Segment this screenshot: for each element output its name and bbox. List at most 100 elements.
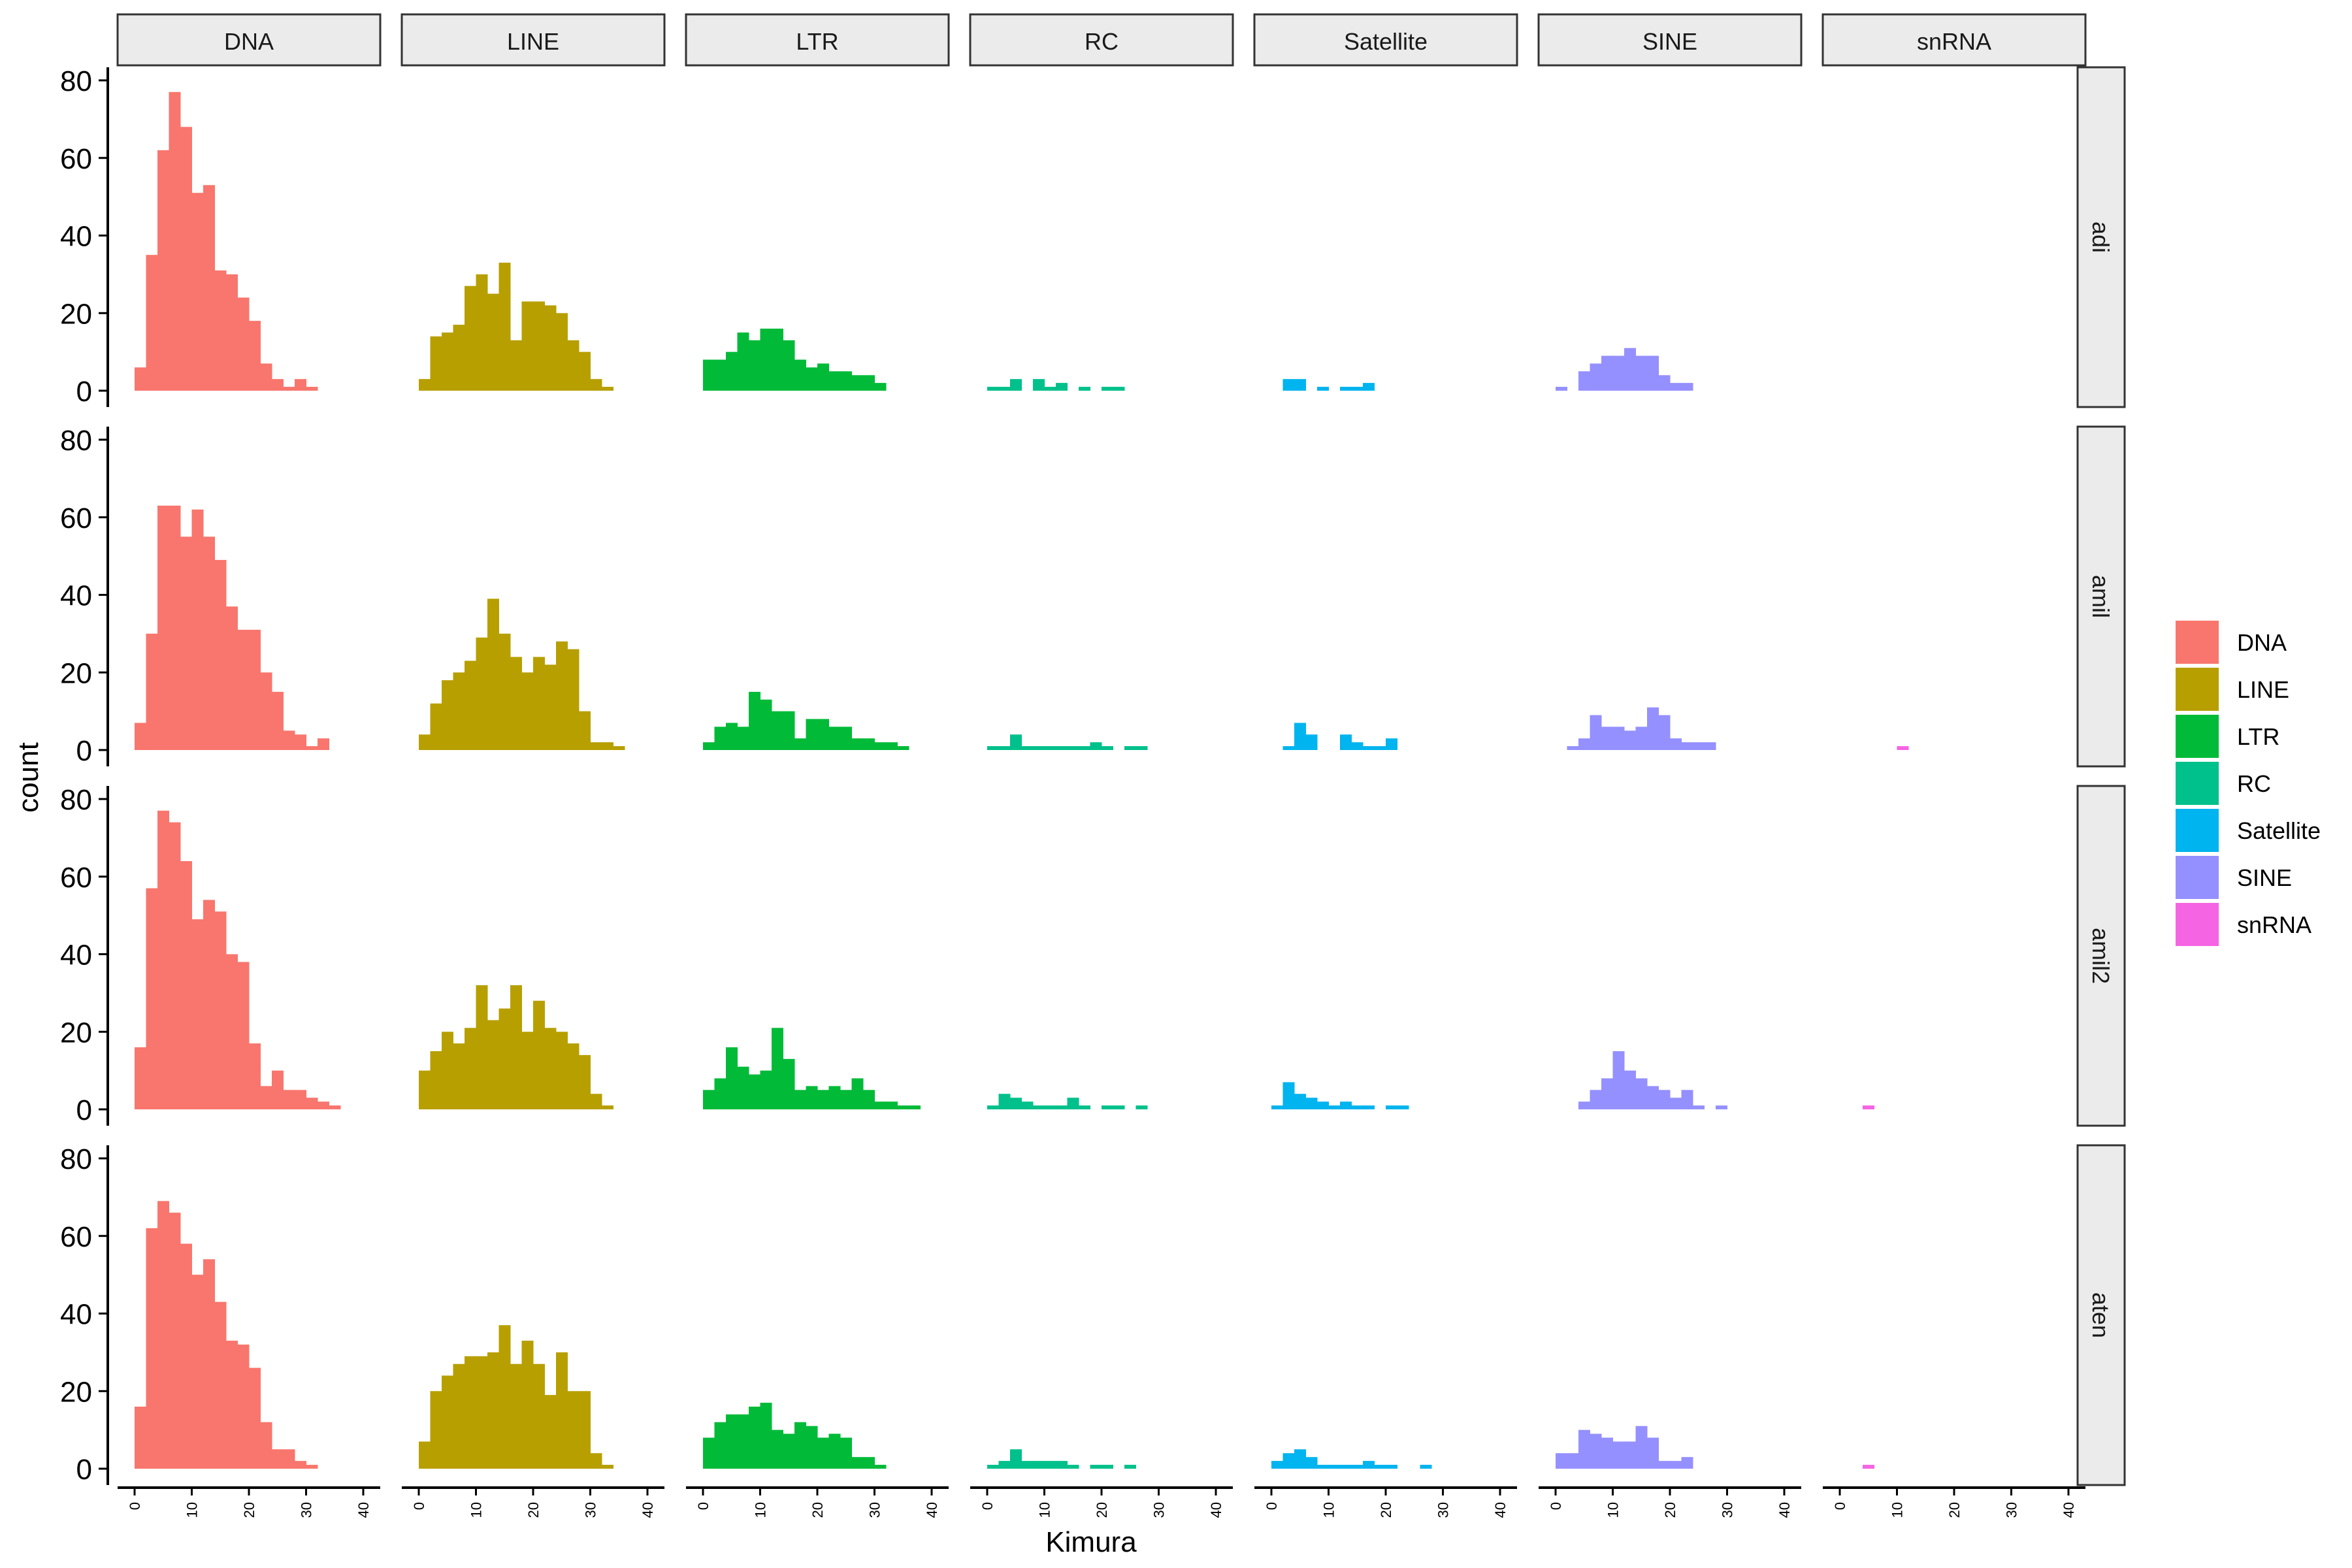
y-tick-label: 40 (60, 221, 92, 253)
histogram-bar (1351, 387, 1364, 391)
histogram-bar (510, 1364, 522, 1469)
column-strip-label: snRNA (1917, 28, 1991, 55)
histogram-bar (453, 325, 465, 391)
legend-label: LINE (2237, 676, 2289, 703)
histogram-bar (1658, 1461, 1671, 1469)
histogram-bar (556, 1032, 568, 1109)
histogram-bar (749, 1407, 760, 1469)
histogram-bar (203, 185, 215, 391)
histogram-bar (863, 738, 875, 750)
histogram-bar (272, 691, 284, 750)
histogram-bar (498, 633, 511, 750)
histogram-bar (760, 329, 772, 391)
y-tick-label: 40 (60, 1299, 92, 1331)
histogram-bar (1021, 1102, 1034, 1109)
histogram-bar (886, 1102, 898, 1109)
histogram-bar (318, 738, 329, 750)
histogram-bar (579, 351, 591, 391)
histogram-bar (1033, 746, 1045, 750)
histogram-bar (726, 351, 738, 391)
histogram-bar (1556, 387, 1567, 391)
histogram-bar (1635, 1078, 1648, 1109)
histogram-bar (1067, 1465, 1079, 1469)
histogram-bar (863, 1090, 875, 1109)
histogram-bar (726, 1047, 738, 1109)
y-tick-label: 40 (60, 580, 92, 612)
histogram-bar (1067, 1098, 1079, 1109)
histogram-bar (260, 363, 272, 391)
histogram-bar (1010, 1098, 1022, 1109)
histogram-bar (1590, 1090, 1602, 1109)
x-tick-label: 20 (1946, 1502, 1963, 1518)
x-tick-label: 20 (241, 1502, 257, 1518)
histogram-bar (1102, 1465, 1113, 1469)
x-axis-label: Kimura (1045, 1526, 1137, 1558)
x-tick-label: 30 (1435, 1502, 1452, 1518)
histogram-bar (556, 641, 568, 750)
histogram-bar (1282, 1082, 1295, 1109)
histogram-bar (1135, 1105, 1148, 1109)
histogram-bar (214, 1301, 227, 1469)
histogram-bar (1374, 746, 1386, 750)
row-strip-label: adi (2087, 221, 2114, 253)
histogram-bar (1351, 1105, 1364, 1109)
x-tick-label: 10 (1889, 1502, 1906, 1518)
histogram-bar (306, 1098, 318, 1109)
histogram-bar (828, 371, 841, 391)
histogram-bar (1590, 715, 1602, 750)
y-tick-label: 0 (76, 1454, 92, 1486)
histogram-bar (1635, 727, 1648, 750)
histogram-bar (783, 1433, 795, 1469)
histogram-bar (1033, 1105, 1045, 1109)
histogram-bar (806, 367, 818, 391)
histogram-bar (828, 727, 841, 750)
histogram-bar (1601, 1437, 1613, 1469)
column-strip-label: DNA (224, 28, 274, 55)
histogram-bar (510, 657, 522, 750)
histogram-bar (146, 633, 158, 750)
x-tick-label: 40 (1208, 1502, 1224, 1518)
histogram-bar (135, 367, 146, 391)
x-tick-label: 20 (809, 1502, 826, 1518)
histogram-bar (1351, 742, 1364, 750)
legend-swatch (2176, 621, 2219, 664)
histogram-bar (602, 387, 613, 391)
x-tick-label: 0 (411, 1502, 427, 1510)
histogram-bar (1363, 746, 1375, 750)
x-tick-label: 10 (184, 1502, 201, 1518)
histogram-bar (897, 1105, 909, 1109)
column-strip (1253, 13, 1518, 67)
histogram-bar (1102, 1105, 1113, 1109)
histogram-bar (874, 1465, 887, 1469)
histogram-bar (157, 505, 169, 750)
histogram-bar (602, 1105, 613, 1109)
x-tick-label: 40 (1492, 1502, 1509, 1518)
histogram-bar (226, 954, 238, 1109)
histogram-bar (1635, 355, 1648, 391)
histogram-bar (806, 1086, 818, 1109)
y-tick-label: 0 (76, 376, 92, 408)
histogram-bar (237, 297, 250, 391)
histogram-bar (1681, 1457, 1693, 1469)
histogram-bar (191, 509, 204, 750)
histogram-bar (306, 1465, 318, 1469)
histogram-bar (1351, 1465, 1364, 1469)
histogram-bar (1079, 746, 1090, 750)
row-strip (2076, 1144, 2126, 1486)
histogram-bar (442, 680, 453, 750)
histogram-bar (714, 1422, 727, 1469)
histogram-bar (737, 1414, 749, 1469)
histogram-bar (283, 1090, 295, 1109)
histogram-bar (1340, 387, 1352, 391)
histogram-bar (419, 734, 431, 750)
column-strip (400, 13, 666, 67)
histogram-bar (1056, 746, 1068, 750)
histogram-bar (157, 150, 169, 391)
histogram-bar (1624, 1441, 1636, 1469)
histogram-bar (465, 1356, 476, 1469)
histogram-bar (703, 1437, 715, 1469)
histogram-bar (521, 672, 534, 750)
x-tick-label: 30 (1151, 1502, 1168, 1518)
y-axes: 0 20 40 60 80 0 20 40 60 80 0 20 40 60 80 0 20 40 60 80 (60, 65, 109, 1486)
histogram-bar (453, 1043, 465, 1109)
